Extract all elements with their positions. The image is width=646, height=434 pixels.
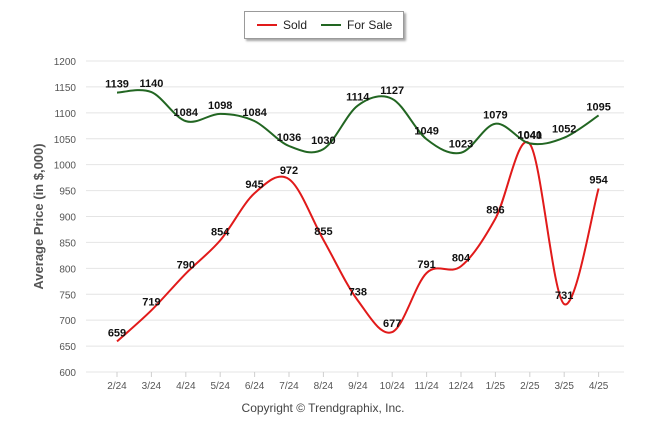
sold-data-label: 854 — [211, 226, 230, 238]
sold-data-label: 1040 — [518, 130, 542, 142]
copyright-text: Copyright © Trendgraphix, Inc. — [241, 401, 405, 415]
for-sale-data-label: 1127 — [380, 85, 404, 97]
y-tick-label: 800 — [59, 264, 76, 275]
legend-sold-swatch — [257, 24, 277, 26]
x-tick-label: 1/25 — [486, 381, 506, 392]
sold-series-line — [116, 140, 600, 343]
sold-data-label: 791 — [417, 259, 435, 271]
y-tick-label: 600 — [59, 368, 76, 379]
for-sale-data-label: 1049 — [414, 125, 438, 137]
legend-sold-label: Sold — [283, 18, 308, 32]
for-sale-data-label: 1052 — [552, 124, 576, 136]
x-tick-label: 2/25 — [520, 381, 540, 392]
for-sale-data-label: 1098 — [208, 100, 232, 112]
for-sale-data-label: 1084 — [242, 107, 267, 119]
x-tick-label: 4/24 — [176, 381, 196, 392]
sold-data-label: 790 — [177, 260, 195, 272]
sold-data-label: 719 — [142, 296, 160, 308]
y-tick-label: 650 — [59, 342, 76, 353]
y-tick-label: 850 — [59, 238, 76, 249]
for-sale-data-label: 1084 — [174, 107, 199, 119]
x-tick-label: 2/24 — [107, 381, 127, 392]
legend-for-sale-swatch — [321, 24, 341, 26]
y-tick-label: 900 — [59, 213, 76, 224]
for-sale-data-label: 1140 — [139, 78, 163, 90]
x-tick-label: 4/25 — [589, 381, 609, 392]
for-sale-data-label: 1036 — [277, 132, 301, 144]
legend: Sold For Sale — [244, 11, 404, 39]
x-tick-label: 9/24 — [348, 381, 368, 392]
x-tick-label: 6/24 — [245, 381, 265, 392]
x-tick-label: 8/24 — [314, 381, 334, 392]
sold-data-label: 945 — [245, 179, 263, 191]
x-tick-label: 10/24 — [380, 381, 405, 392]
y-tick-label: 1100 — [54, 109, 76, 120]
sold-data-label: 896 — [486, 205, 504, 217]
for-sale-data-label: 1030 — [311, 135, 335, 147]
for-sale-data-label: 1079 — [483, 110, 507, 122]
sold-data-label: 738 — [349, 286, 367, 298]
for-sale-data-label: 1095 — [586, 101, 610, 113]
for-sale-series-line — [116, 89, 600, 155]
sold-data-label: 804 — [452, 252, 471, 264]
y-tick-label: 1200 — [54, 57, 77, 68]
x-tick-label: 3/25 — [554, 381, 574, 392]
sold-data-label: 659 — [108, 327, 126, 339]
for-sale-data-label: 1041 — [518, 129, 542, 141]
x-tick-label: 3/24 — [142, 381, 162, 392]
for-sale-data-label: 1114 — [346, 92, 370, 104]
for-sale-data-label: 1139 — [105, 79, 129, 91]
sold-data-label: 677 — [383, 318, 401, 330]
y-axis-title: Average Price (in $,000) — [31, 143, 46, 289]
x-tick-label: 11/24 — [414, 381, 439, 392]
y-tick-label: 1000 — [54, 161, 77, 172]
x-tick-label: 7/24 — [279, 381, 299, 392]
sold-data-label: 855 — [314, 226, 332, 238]
y-tick-label: 700 — [59, 316, 76, 327]
y-tick-label: 1150 — [54, 83, 76, 94]
x-tick-label: 5/24 — [210, 381, 230, 392]
x-tick-label: 12/24 — [448, 381, 473, 392]
sold-data-label: 731 — [555, 290, 573, 302]
sold-data-label: 954 — [589, 175, 608, 187]
for-sale-data-label: 1023 — [449, 139, 473, 151]
y-tick-label: 1050 — [54, 135, 77, 146]
sold-data-label: 972 — [280, 165, 298, 177]
y-tick-label: 950 — [59, 187, 76, 198]
y-tick-label: 750 — [59, 290, 76, 301]
legend-for-sale-label: For Sale — [347, 18, 393, 32]
